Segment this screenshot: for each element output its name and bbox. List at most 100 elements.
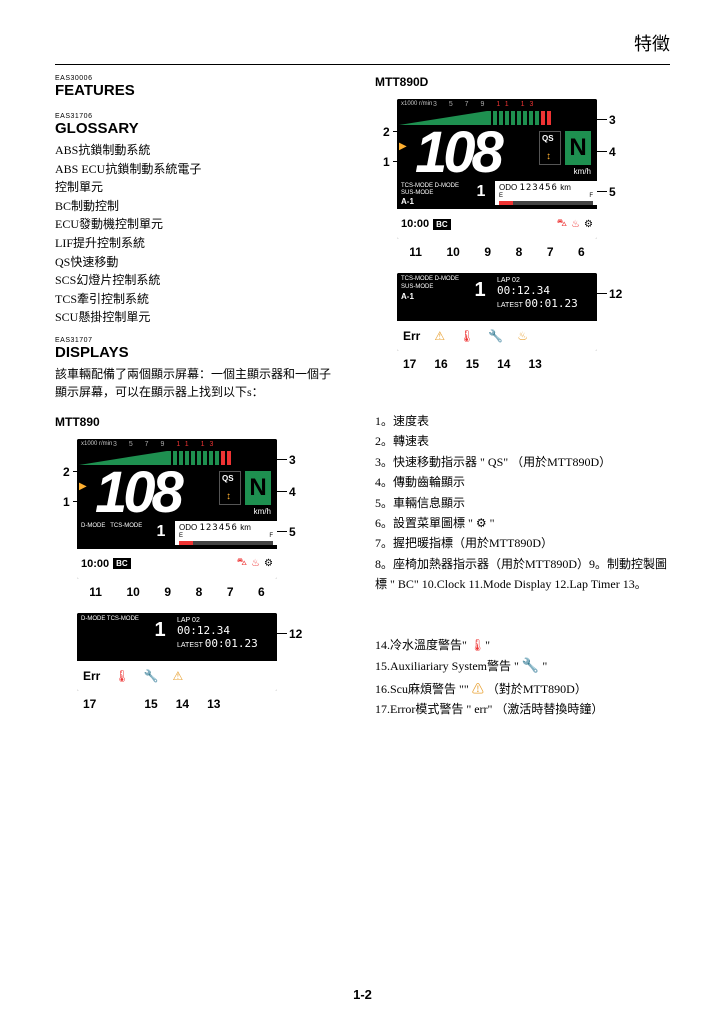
tacho-redline: 11 13: [496, 101, 538, 108]
wrench-icon: 🔧: [522, 659, 539, 674]
callout-3: 3: [609, 113, 616, 127]
qs-label: QS: [222, 474, 234, 483]
callout-row-sub-890d: 17 16 15 14 13: [403, 357, 670, 371]
callout-17: 17: [403, 357, 416, 371]
glossary-item: 控制單元: [55, 178, 335, 197]
qs-box: QS ↕: [219, 471, 241, 505]
legend-item-17: 17.Error模式警告 " err" （激活時替換時鐘）: [375, 699, 670, 719]
speedometer: 108: [95, 459, 180, 526]
header-rule: [55, 64, 670, 65]
right-column: MTT890D x1000 r/min 3 5 7 9 11 13 ▶ 108 …: [375, 75, 670, 719]
grip-warmer-icon: ♨: [571, 219, 580, 230]
tcs-label: TCS-MODE: [401, 183, 433, 189]
model-mtt890d: MTT890D: [375, 75, 670, 89]
callout-4: 4: [609, 145, 616, 159]
glossary-item: ECU發動機控制單元: [55, 215, 335, 234]
fuel-gauge: [499, 201, 593, 205]
qs-arrow-icon: ↕: [226, 491, 231, 502]
settings-icon: ⚙: [264, 558, 273, 569]
callout-9: 9: [484, 245, 491, 259]
latest-label: LATEST: [177, 642, 203, 649]
legend-item-16: 16.Scu麻煩警告 "" ⚠ （對於MTT890D）: [375, 679, 670, 699]
legend-item-14: 14.冷水溫度警告" 🌡": [375, 635, 670, 655]
legend-item: 1。速度表: [375, 411, 670, 431]
tcs-label-sub: TCS-MODE: [107, 616, 139, 622]
callout-16: 16: [434, 357, 447, 371]
callout-17: 17: [83, 697, 96, 711]
error-row: Err 🌡 🔧 ⚠: [77, 661, 277, 691]
temp-icon: 🌡: [470, 638, 485, 652]
fuel-gauge: [179, 541, 273, 545]
tacho-unit: x1000 r/min: [81, 441, 112, 447]
settings-icon: ⚙: [584, 219, 593, 230]
scu-warn-icon: ⚠: [173, 669, 184, 683]
callout-8: 8: [516, 245, 523, 259]
callout-15: 15: [466, 357, 479, 371]
left-column: EAS30006 FEATURES EAS31706 GLOSSARY ABS抗…: [55, 75, 335, 719]
clock: 10:00: [401, 218, 429, 230]
glossary-item: BC制動控制: [55, 197, 335, 216]
tacho-redline: 11 13: [176, 441, 218, 448]
seat-heater-icon: ⛍: [557, 218, 567, 231]
glossary-item: LIF提升控制系統: [55, 234, 335, 253]
code-features: EAS30006: [55, 75, 335, 82]
callout-6: 6: [578, 245, 585, 259]
model-mtt890: MTT890: [55, 415, 335, 429]
bc-badge: BC: [433, 219, 451, 230]
legend-item: 3。快速移動指示器 " QS" （用於MTT890D）: [375, 452, 670, 472]
callout-1: 1: [383, 155, 390, 169]
glossary-item: SCU懸掛控制單元: [55, 308, 335, 327]
callout-14: 14: [176, 697, 189, 711]
latest-time: 00:01.23: [205, 637, 258, 650]
legend-item: 7。握把暖指標（用於MTT890D）: [375, 533, 670, 553]
callout-10: 10: [126, 585, 139, 599]
callout-row-main-890: 11 10 9 8 7 6: [77, 585, 277, 599]
sus-label: SUS-MODE: [401, 190, 433, 196]
page-number: 1-2: [0, 987, 725, 1002]
lap-time: 00:12.34: [497, 284, 593, 297]
info-row: D-MODE TCS-MODE 1 ODO 123456 km EF: [77, 521, 277, 545]
glossary-item: TCS牽引控制系統: [55, 290, 335, 309]
glossary-item: SCS幻燈片控制系統: [55, 271, 335, 290]
fuel-full: F: [589, 193, 593, 199]
wrench-warn-icon: 🔧: [144, 669, 159, 683]
page-header: 特徵: [55, 30, 670, 56]
callout-15: 15: [144, 697, 157, 711]
gear-indicator: N: [245, 471, 271, 505]
displays-paragraph: 該車輛配備了兩個顯示屏幕：一個主顯示器和一個子顯示屏幕，可以在顯示器上找到以下s…: [55, 365, 335, 401]
odo-unit: km: [560, 183, 571, 192]
glossary-item: ABS ECU抗鎖制動系統電子: [55, 160, 335, 179]
legend-block-2: 14.冷水溫度警告" 🌡" 15.Auxiliariary System警告 "…: [375, 635, 670, 720]
qs-arrow-icon: ↕: [546, 151, 551, 162]
error-label: Err: [83, 669, 100, 683]
callout-5: 5: [609, 185, 616, 199]
coolant-warn-icon: 🌡: [114, 669, 129, 683]
dash-main-890: x1000 r/min 3 5 7 9 11 13 ▶ 108 QS ↕ N k…: [77, 439, 317, 579]
lap-time: 00:12.34: [177, 624, 273, 637]
dash-sub-890d: TCS-MODE D-MODE SUS-MODE A-1 1 LAP 02 00…: [397, 273, 637, 351]
grip-warmer-icon: ♨: [251, 558, 260, 569]
latest-label: LATEST: [497, 302, 523, 309]
code-displays: EAS31707: [55, 337, 335, 344]
latest-time: 00:01.23: [525, 297, 578, 310]
scu-warn-icon: ⚠: [434, 329, 445, 343]
mode-number-sub: 1: [467, 273, 493, 311]
legend-item: 2。轉速表: [375, 431, 670, 451]
callout-13: 13: [207, 697, 220, 711]
fuel-full: F: [269, 533, 273, 539]
legend-item: 8。座椅加熱器指示器（用於MTT890D）9。制動控製圖標 " BC" 10.C…: [375, 554, 670, 595]
callout-13: 13: [528, 357, 541, 371]
odometer: 123456: [199, 523, 238, 533]
sus-label-sub: SUS-MODE: [401, 284, 463, 292]
odo-unit: km: [240, 523, 251, 532]
heading-features: FEATURES: [55, 82, 335, 99]
tacho-scale: 3 5 7 9: [113, 441, 169, 448]
heading-glossary: GLOSSARY: [55, 120, 335, 137]
shift-arrow-icon: ▶: [399, 141, 407, 152]
dmode-label: D-MODE: [81, 523, 105, 529]
callout-12: 12: [289, 627, 302, 641]
callout-8: 8: [196, 585, 203, 599]
odo-label: ODO: [499, 183, 517, 192]
callout-14: 14: [497, 357, 510, 371]
tcs-label-sub: TCS-MODE: [401, 276, 433, 282]
